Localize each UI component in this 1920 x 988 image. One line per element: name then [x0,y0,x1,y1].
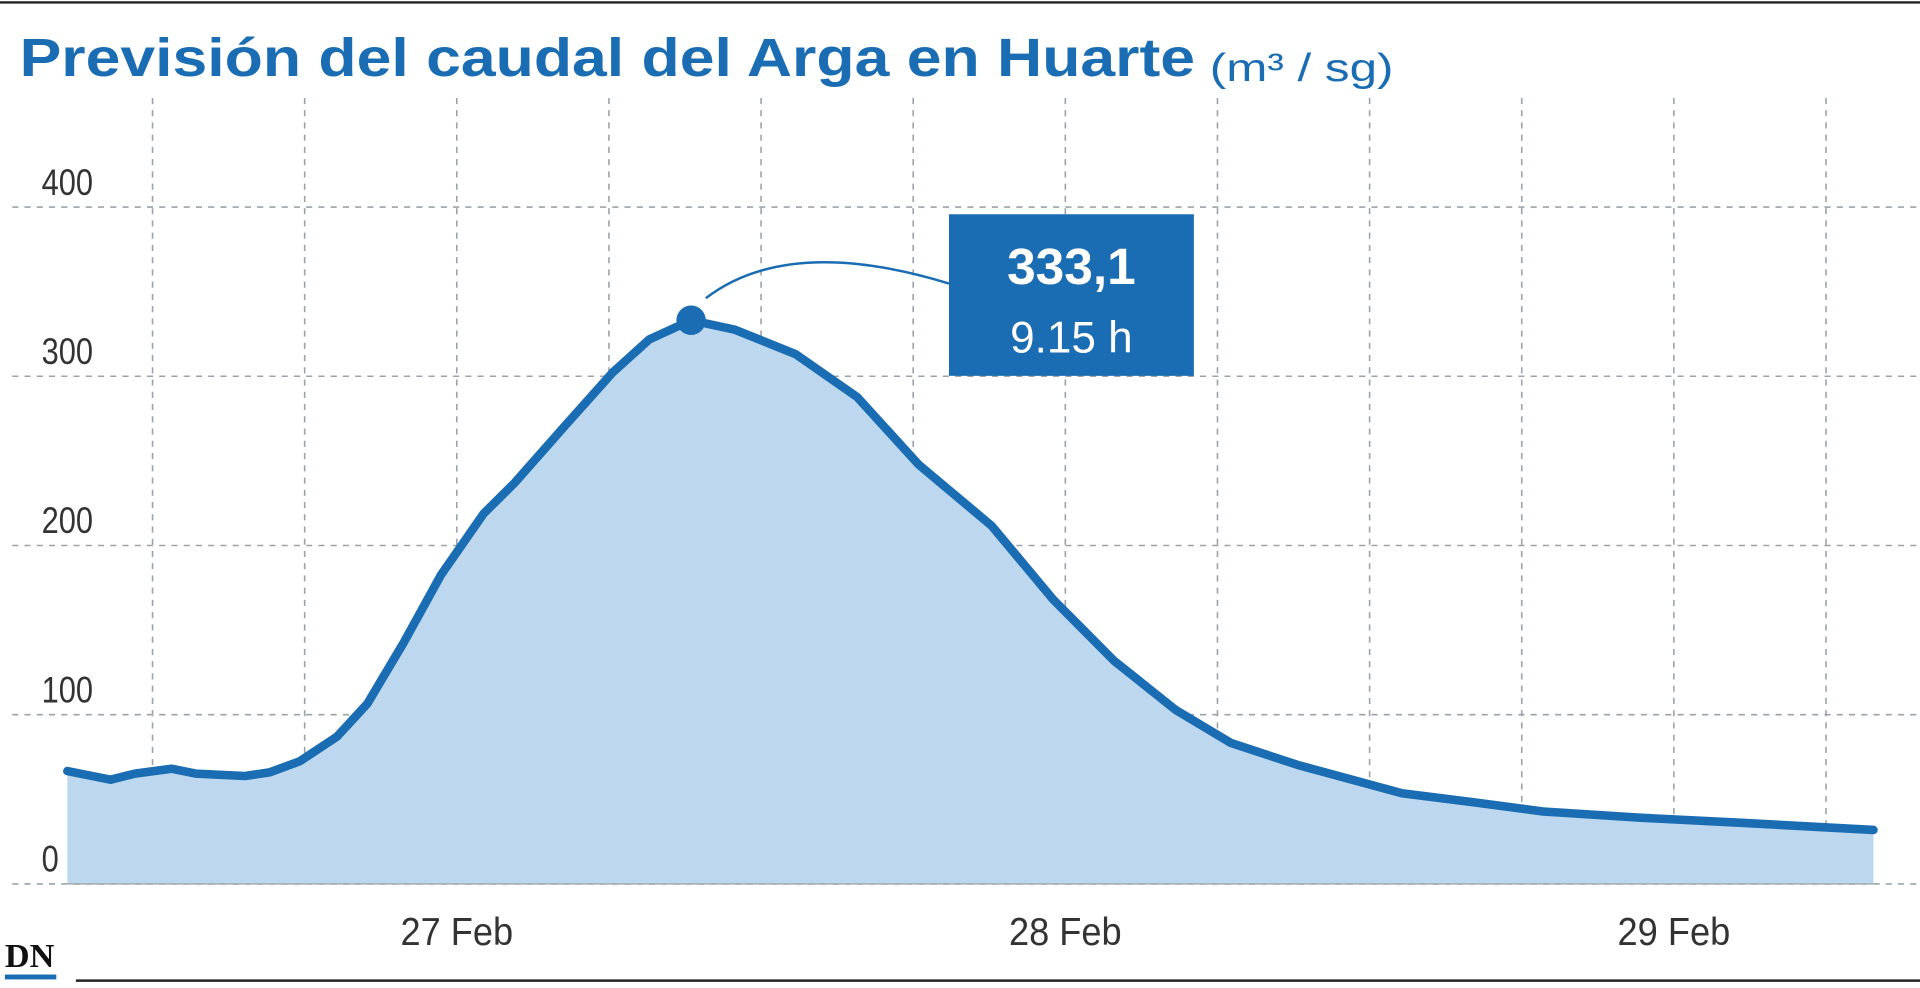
y-tick-label: 300 [42,331,93,372]
line [63,315,1878,835]
plot: 0 100 200 300 400 27 Feb 28 Feb 29 Feb 333,1 9.15… [12,97,1920,954]
logo: DN [5,937,55,975]
area [67,320,1874,884]
x-tick-label: 28 Feb [1009,911,1122,954]
peak-marker [676,305,706,335]
y-tick-label: 0 [42,839,59,880]
y-tick-label: 200 [42,500,93,541]
y-tick-label: 100 [42,669,93,710]
x-tick-label: 27 Feb [400,911,513,954]
y-tick-label: 400 [42,162,93,203]
x-tick-label: 29 Feb [1618,911,1731,954]
chart-title: Previsión del caudal del Arga en Huarte [20,28,1196,88]
annotation-box [948,214,1194,376]
annotation-value: 333,1 [1007,237,1136,295]
logo-bar [4,974,57,980]
annotation-connector [705,261,950,300]
annotation-time: 9.15 h [1010,314,1133,363]
unit-label: (m³ / sg) [1210,47,1394,90]
